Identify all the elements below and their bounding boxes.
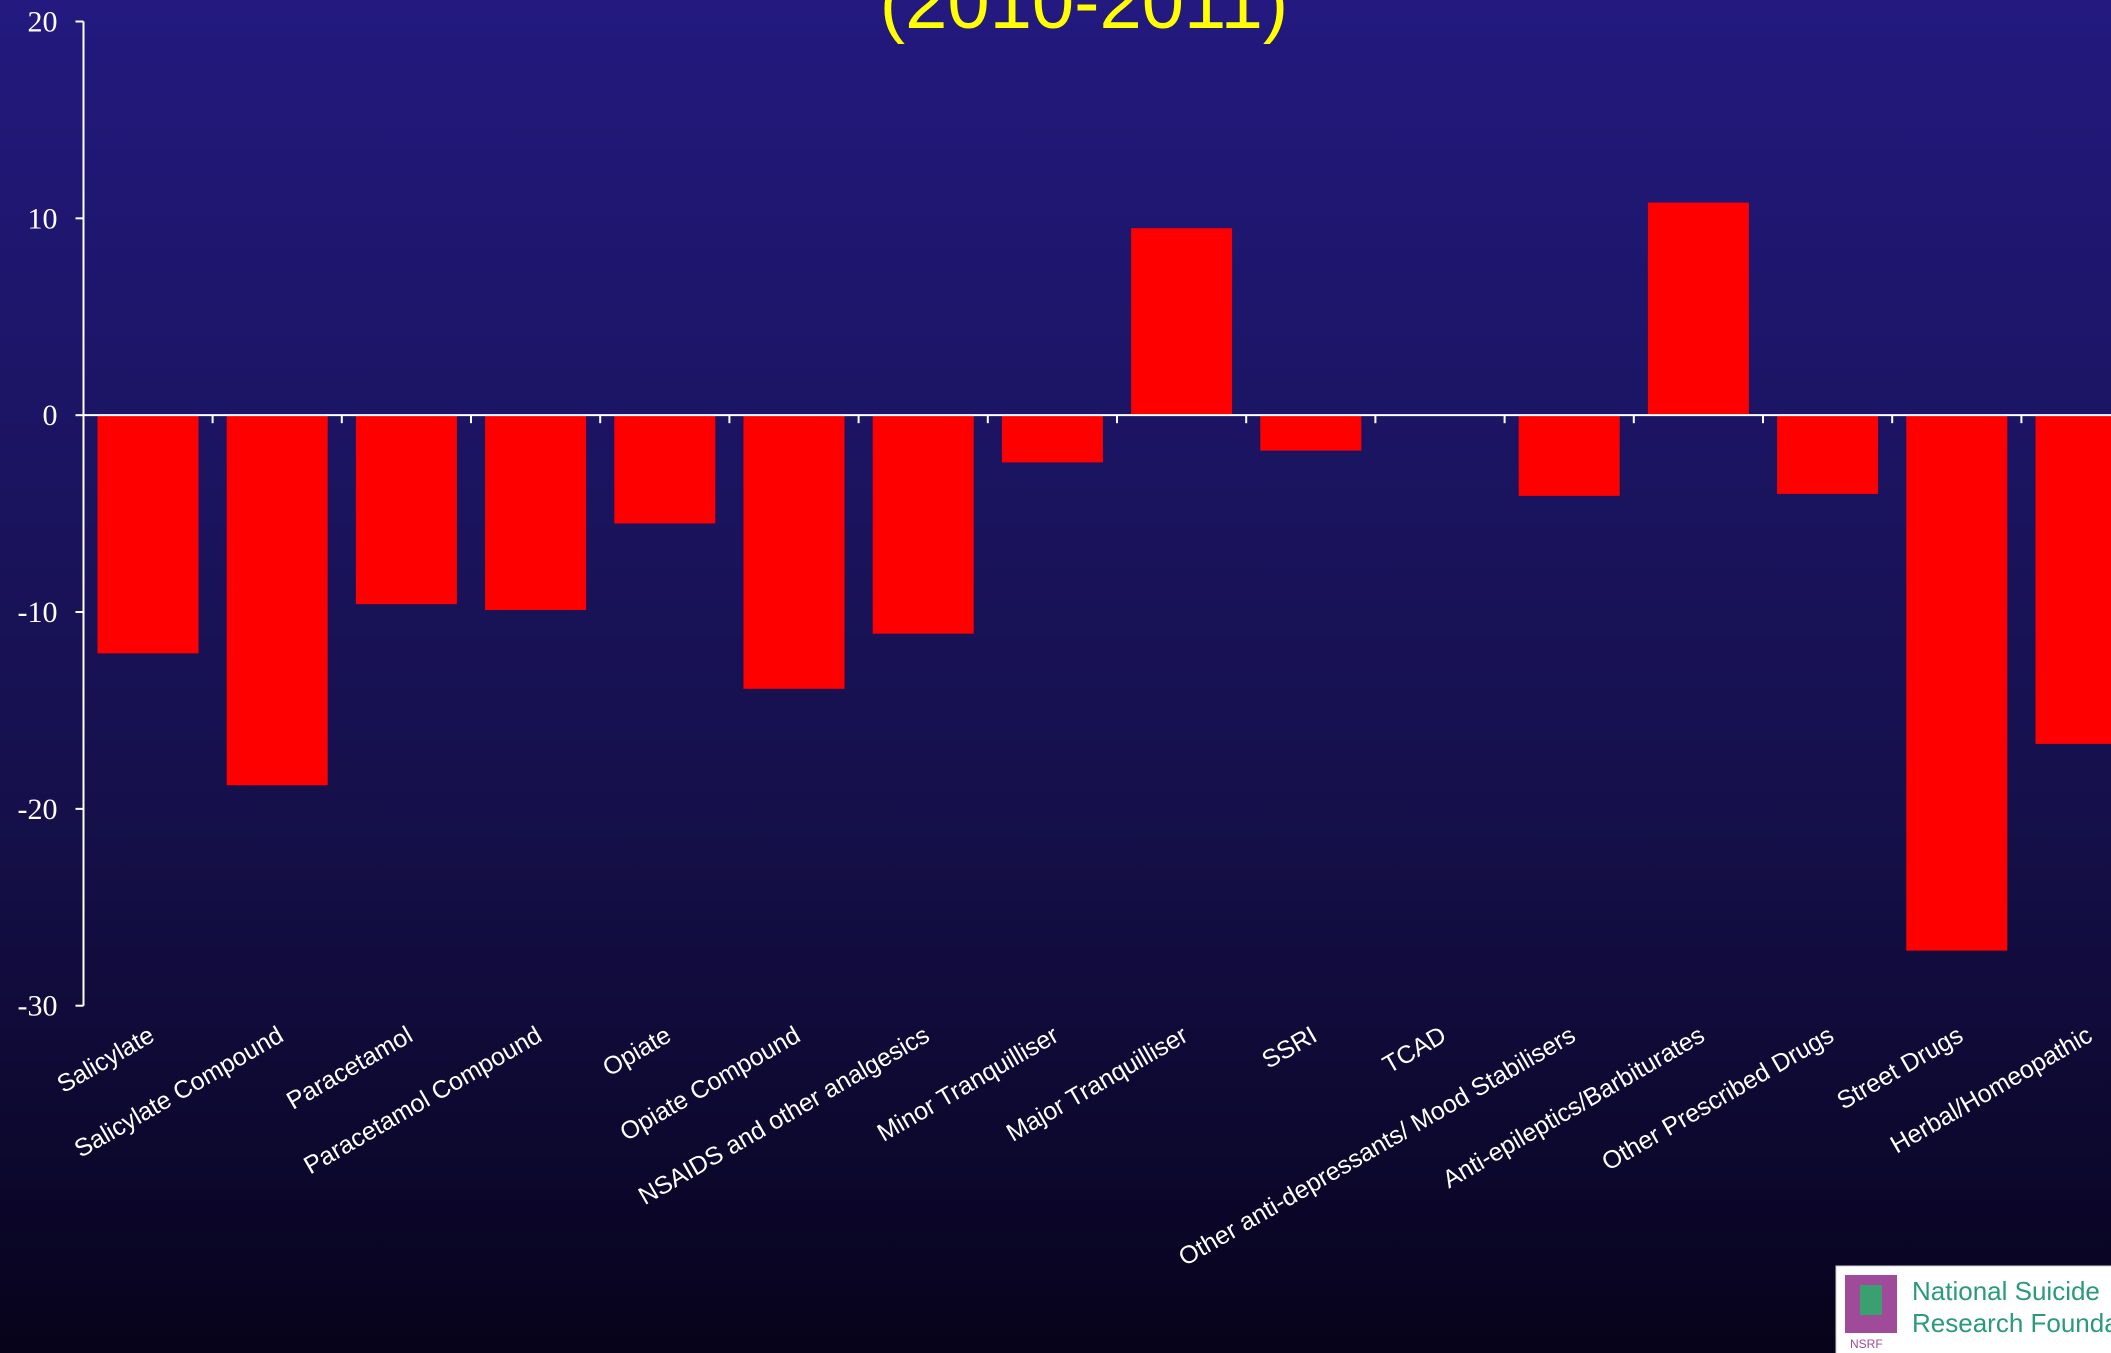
y-tick-label: -30 (18, 990, 58, 1023)
bar (1131, 228, 1233, 416)
bar (1001, 415, 1103, 463)
logo-text: Research Foundation (1912, 1308, 2111, 1338)
bar (1906, 415, 2008, 951)
y-tick-label: -20 (18, 793, 58, 826)
bar (743, 415, 845, 689)
bar (1777, 415, 1879, 494)
logo: National Suicide Research Foundation NSR… (1835, 1265, 2111, 1353)
y-tick-label: -10 (18, 596, 58, 629)
bar (1260, 415, 1362, 451)
bar (1647, 202, 1749, 416)
bar (485, 415, 587, 611)
bar (1518, 415, 1620, 496)
logo-abbr: NSRF (1850, 1337, 1883, 1351)
bar (97, 415, 199, 654)
y-tick-label: 10 (28, 202, 58, 235)
bar (355, 415, 457, 605)
logo-icon-part (1860, 1285, 1882, 1315)
y-tick-label: 0 (43, 399, 58, 432)
chart-title: (2010-2011) (880, 0, 1288, 45)
bar (226, 415, 328, 786)
logo-text: National Suicide (1912, 1276, 2100, 1306)
bar (614, 415, 716, 524)
bar (2035, 415, 2111, 744)
y-tick-label: 20 (28, 6, 58, 39)
bar (872, 415, 974, 634)
